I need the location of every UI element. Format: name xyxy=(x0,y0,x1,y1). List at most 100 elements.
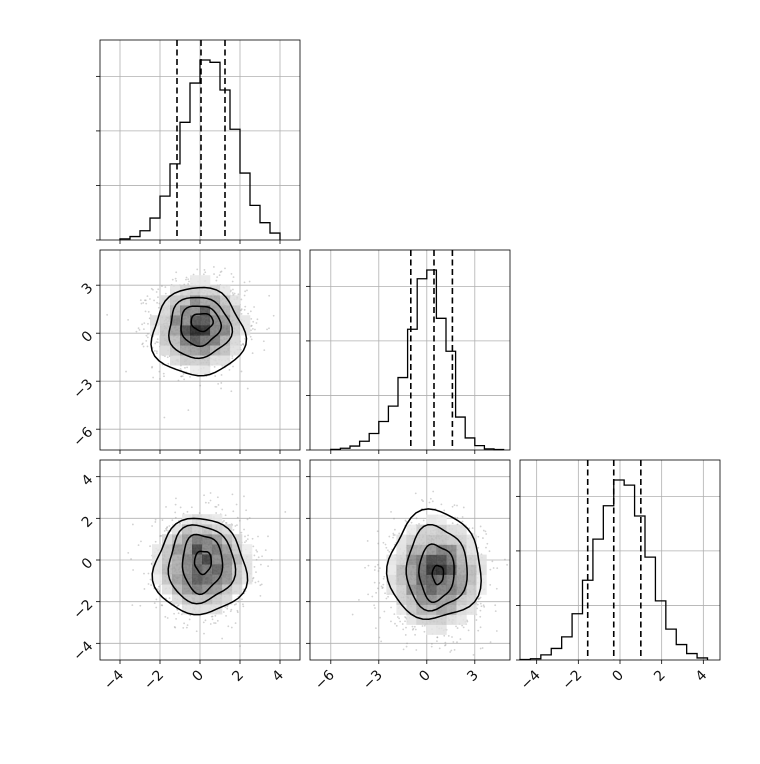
scatter-point xyxy=(494,610,497,613)
density-cell xyxy=(180,325,191,336)
scatter-point xyxy=(245,509,248,512)
density-cell xyxy=(232,554,243,565)
scatter-point xyxy=(394,528,396,531)
density-cell xyxy=(396,604,407,615)
density-cell xyxy=(466,534,477,545)
scatter-point xyxy=(216,496,219,499)
scatter-point xyxy=(242,603,244,606)
density-cell xyxy=(180,355,191,366)
scatter-point xyxy=(428,501,431,504)
density-cell xyxy=(180,335,191,346)
scatter-point xyxy=(224,267,226,270)
density-cell xyxy=(192,544,203,555)
scatter-point xyxy=(444,641,447,644)
scatter-point xyxy=(440,503,443,506)
density-cell xyxy=(416,574,427,585)
density-panel: −6−303 xyxy=(70,249,301,454)
scatter-point xyxy=(272,314,275,317)
scatter-point xyxy=(243,495,245,498)
density-cell xyxy=(160,325,171,336)
scatter-point xyxy=(375,591,378,594)
scatter-point xyxy=(231,355,234,358)
scatter-point xyxy=(240,370,243,373)
density-cell xyxy=(192,534,203,545)
density-cell xyxy=(230,335,241,346)
scatter-point xyxy=(222,611,225,613)
scatter-point xyxy=(421,625,424,627)
scatter-point xyxy=(253,306,256,308)
scatter-point xyxy=(254,328,256,331)
density-cell xyxy=(202,584,213,595)
density-cell xyxy=(406,524,417,535)
scatter-point xyxy=(259,563,262,566)
scatter-point xyxy=(232,529,235,531)
scatter-point xyxy=(378,636,381,639)
density-cell xyxy=(396,584,407,595)
density-cell xyxy=(406,614,417,625)
scatter-point xyxy=(255,558,258,561)
scatter-point xyxy=(451,636,453,638)
scatter-point xyxy=(154,540,157,543)
density-cell xyxy=(190,305,201,316)
scatter-point xyxy=(456,516,459,519)
scatter-point xyxy=(264,549,267,552)
scatter-point xyxy=(247,534,249,537)
scatter-point xyxy=(230,289,232,292)
scatter-point xyxy=(195,630,198,633)
scatter-point xyxy=(186,510,189,513)
scatter-point xyxy=(483,605,486,608)
scatter-point xyxy=(106,313,109,316)
scatter-point xyxy=(252,320,255,323)
scatter-point xyxy=(379,616,381,619)
scatter-point xyxy=(479,602,482,605)
scatter-point xyxy=(236,609,239,612)
density-cell xyxy=(152,574,163,585)
scatter-point xyxy=(436,636,439,639)
scatter-point xyxy=(166,617,169,619)
scatter-point xyxy=(164,292,167,295)
scatter-point xyxy=(242,343,245,346)
scatter-point xyxy=(228,368,231,371)
scatter-point xyxy=(398,532,401,535)
scatter-point xyxy=(174,626,177,629)
density-cell xyxy=(212,554,223,565)
density-cell xyxy=(476,584,487,595)
scatter-point xyxy=(146,295,149,298)
scatter-point xyxy=(443,634,446,637)
scatter-point xyxy=(237,600,240,603)
density-cell xyxy=(242,564,253,575)
scatter-point xyxy=(155,341,158,343)
scatter-point xyxy=(410,521,413,524)
scatter-point xyxy=(164,286,167,288)
scatter-point xyxy=(250,324,253,327)
density-cell xyxy=(172,554,183,565)
density-cell xyxy=(436,584,447,595)
scatter-point xyxy=(227,625,230,628)
scatter-point xyxy=(259,595,262,597)
scatter-point xyxy=(385,546,388,549)
scatter-point xyxy=(374,565,377,568)
scatter-point xyxy=(204,501,207,504)
scatter-point xyxy=(143,322,146,325)
scatter-point xyxy=(381,587,384,590)
scatter-point xyxy=(449,651,452,653)
density-cell xyxy=(232,544,243,555)
scatter-point xyxy=(242,588,245,591)
scatter-point xyxy=(141,343,144,346)
x-tick-label: 2 xyxy=(651,667,669,685)
scatter-point xyxy=(224,606,227,609)
scatter-point xyxy=(261,555,263,558)
scatter-point xyxy=(232,510,235,513)
density-cell xyxy=(210,335,221,346)
scatter-point xyxy=(267,565,270,568)
scatter-point xyxy=(249,310,252,313)
scatter-point xyxy=(153,299,155,302)
scatter-point xyxy=(511,564,513,566)
scatter-point xyxy=(455,625,457,628)
density-cell xyxy=(170,315,181,326)
scatter-point xyxy=(168,525,171,527)
scatter-point xyxy=(422,500,424,503)
scatter-point xyxy=(192,273,195,276)
density-cell xyxy=(406,574,417,585)
scatter-point xyxy=(157,585,160,588)
